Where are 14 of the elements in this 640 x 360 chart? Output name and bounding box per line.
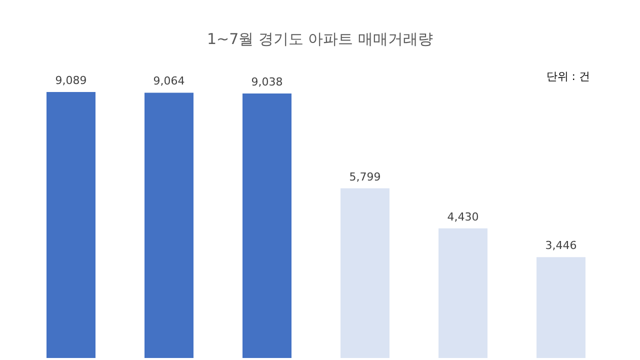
chart-title: 1~7월 경기도 아파트 매매거래량 [207, 30, 433, 48]
bar [46, 92, 96, 358]
data-label: 4,430 [447, 210, 479, 224]
data-label: 9,038 [251, 75, 283, 88]
data-label: 9,064 [153, 74, 185, 88]
bar [144, 92, 194, 358]
data-label: 5,799 [349, 170, 381, 184]
text: 단위 : 건 [546, 70, 590, 83]
bar [340, 188, 390, 358]
data-label: 3,446 [545, 239, 577, 252]
bar [242, 93, 292, 358]
data-label: 9,089 [55, 74, 87, 87]
bar [536, 257, 586, 358]
bar [438, 228, 488, 358]
